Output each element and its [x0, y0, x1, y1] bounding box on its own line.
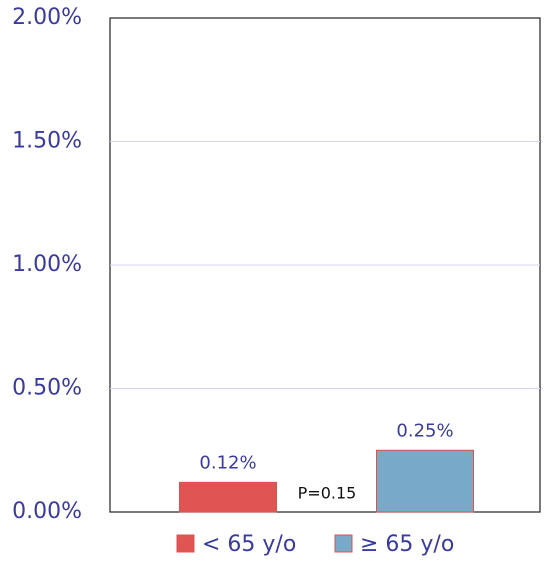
annotation: P=0.15 — [298, 484, 357, 503]
legend-swatch — [176, 534, 195, 553]
legend-label: ≥ 65 y/o — [360, 532, 454, 557]
value-label: 0.25% — [396, 420, 453, 441]
legend-label: < 65 y/o — [202, 532, 296, 557]
y-tick-label: 0.00% — [12, 499, 82, 524]
y-tick-label: 1.00% — [12, 252, 82, 277]
bar — [376, 449, 474, 513]
value-label: 0.12% — [199, 452, 256, 473]
y-tick-label: 2.00% — [12, 5, 82, 30]
y-tick-label: 0.50% — [12, 376, 82, 401]
legend-swatch — [334, 534, 353, 553]
y-tick-label: 1.50% — [12, 129, 82, 154]
bar — [179, 481, 277, 513]
